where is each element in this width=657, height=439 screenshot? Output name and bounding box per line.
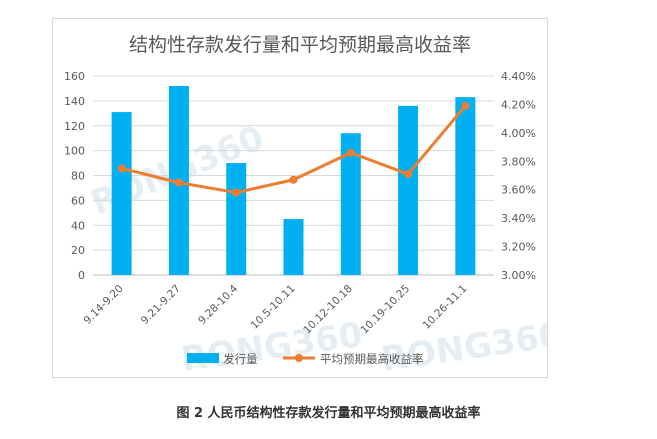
y-left-tick-label: 140 <box>64 95 85 108</box>
y-left-tick-label: 40 <box>71 219 85 232</box>
line-point <box>117 164 126 173</box>
bar <box>283 219 304 275</box>
legend-swatch-bar <box>187 353 219 363</box>
y-right-tick-label: 3.60% <box>501 184 536 197</box>
x-tick-label: 10.26-11.1 <box>421 283 470 332</box>
line-point <box>174 178 183 187</box>
bar <box>340 133 361 275</box>
y-left-tick-label: 80 <box>71 170 85 183</box>
y-right-tick-label: 4.00% <box>501 127 536 140</box>
y-left-tick-label: 20 <box>71 244 85 257</box>
y-right-tick-label: 3.40% <box>501 212 536 225</box>
line-point <box>289 175 298 184</box>
y-left-tick-label: 120 <box>64 120 85 133</box>
x-tick-label: 9.14-9.20 <box>82 283 126 327</box>
bar <box>455 97 476 275</box>
watermark: RONG360 <box>379 315 547 377</box>
line-point <box>346 148 355 157</box>
y-left-tick-label: 60 <box>71 194 85 207</box>
chart-panel: RONG360RONG360RONG360结构性存款发行量和平均预期最高收益率0… <box>52 18 548 378</box>
legend-swatch-marker <box>295 354 303 362</box>
combo-chart: RONG360RONG360RONG360结构性存款发行量和平均预期最高收益率0… <box>64 34 547 377</box>
y-right-tick-label: 3.80% <box>501 155 536 168</box>
y-left-tick-label: 100 <box>64 145 85 158</box>
line-point <box>461 101 470 110</box>
y-right-tick-label: 3.00% <box>501 269 536 282</box>
y-right-tick-label: 4.40% <box>501 70 536 83</box>
y-right-tick-label: 3.20% <box>501 241 536 254</box>
bar <box>111 112 132 275</box>
x-tick-label: 9.21-9.27 <box>139 283 183 327</box>
line-point <box>232 188 241 197</box>
figure-caption: 图 2 人民币结构性存款发行量和平均预期最高收益率 <box>176 406 481 421</box>
legend-label: 发行量 <box>223 352 258 366</box>
bar <box>226 163 247 275</box>
x-tick-label: 9.28-10.4 <box>196 282 240 326</box>
y-left-tick-label: 0 <box>78 269 85 282</box>
bar <box>398 105 419 275</box>
legend-label: 平均预期最高收益率 <box>320 352 424 366</box>
chart-title: 结构性存款发行量和平均预期最高收益率 <box>129 34 471 56</box>
x-tick-label: 10.19-10.25 <box>359 283 413 337</box>
line-point <box>404 170 413 179</box>
y-left-tick-label: 160 <box>64 70 85 83</box>
y-right-tick-label: 4.20% <box>501 98 536 111</box>
